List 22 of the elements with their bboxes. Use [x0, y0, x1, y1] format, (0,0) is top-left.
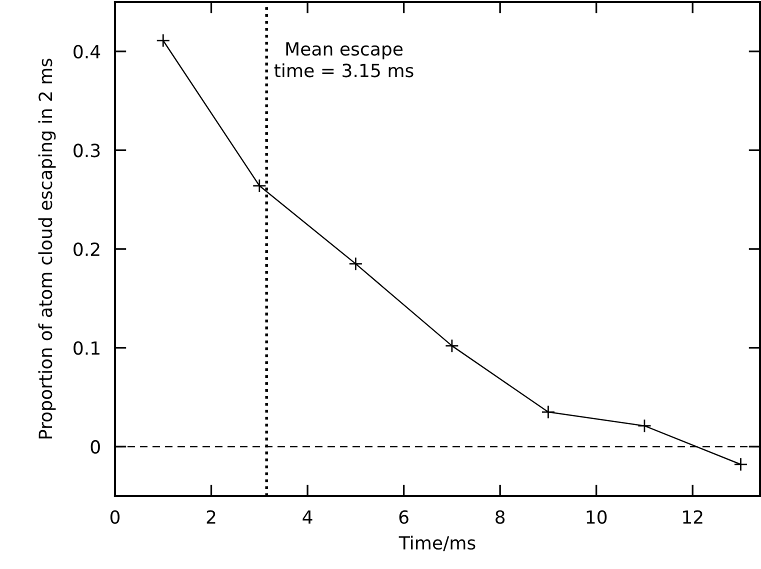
ref-line-label: Mean escape time = 3.15 ms: [274, 42, 414, 78]
x-tick-label: 8: [496, 510, 505, 524]
y-axis-title: Proportion of atom cloud escaping in 2 ms: [38, 58, 56, 438]
point: [734, 457, 748, 472]
x-tick-label: 12: [683, 510, 702, 524]
y-tick-label: 0.3: [74, 144, 100, 158]
point: [156, 34, 170, 48]
point: [252, 178, 266, 193]
y-tick-label: 0.1: [74, 341, 100, 355]
x-tick-label: 10: [586, 510, 607, 524]
point: [638, 418, 652, 433]
x-tick-label: 0: [110, 510, 120, 524]
point: [348, 256, 363, 271]
x-axis-title: Time/ms: [398, 536, 476, 552]
point: [444, 338, 459, 353]
y-tick-label: 0: [90, 440, 100, 454]
point: [541, 405, 556, 419]
x-tick-label: 6: [399, 510, 408, 524]
y-tick-label: 0.4: [74, 44, 100, 59]
x-tick-label: 2: [206, 510, 216, 524]
y-tick-label: 0.2: [74, 242, 100, 256]
x-tick-label: 4: [302, 510, 312, 524]
